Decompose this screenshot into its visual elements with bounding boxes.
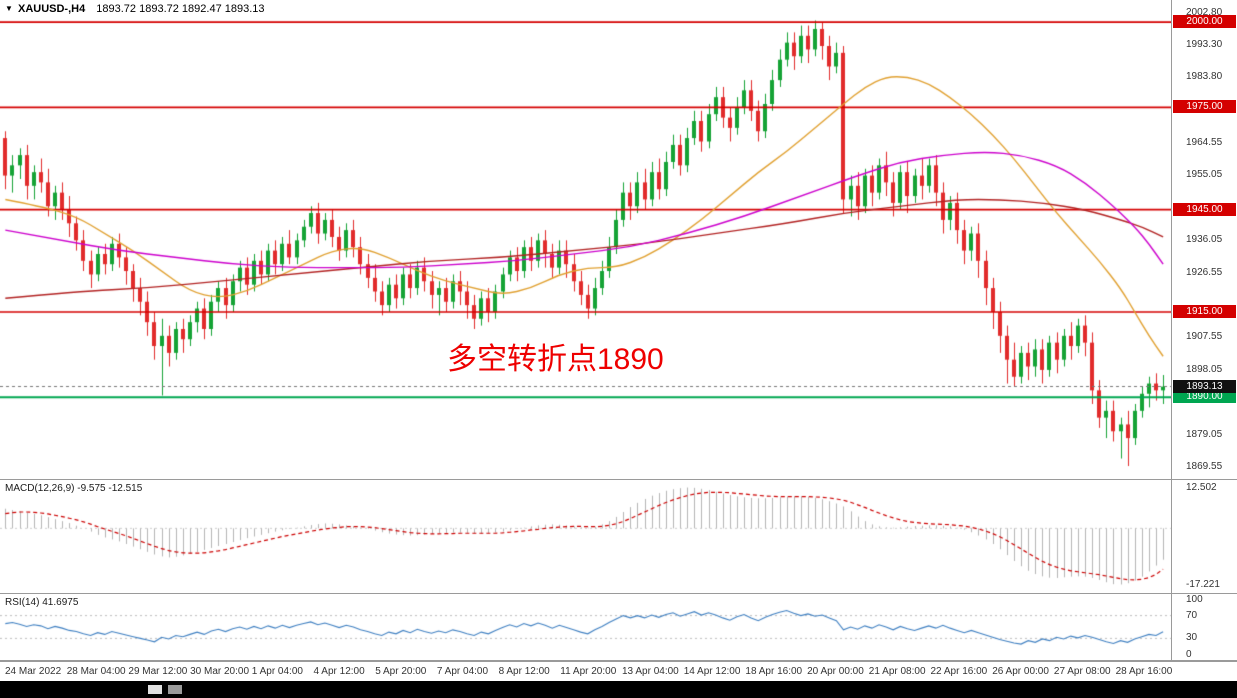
panel-divider[interactable] <box>0 593 1237 594</box>
time-axis-label: 28 Apr 16:00 <box>1115 666 1173 677</box>
price-level-badge: 1975.00 <box>1173 100 1236 114</box>
macd-axis[interactable]: 12.502 -17.221 <box>1172 480 1237 593</box>
axis-tick-label: 1926.55 <box>1186 266 1223 278</box>
axis-separator <box>1171 0 1172 681</box>
rsi-axis[interactable]: 100 70 30 0 <box>1172 594 1237 660</box>
panel-divider <box>0 660 1237 661</box>
axis-tick-label: 30 <box>1186 632 1198 644</box>
time-axis-label: 8 Apr 12:00 <box>498 666 550 677</box>
time-axis-label: 27 Apr 08:00 <box>1053 666 1111 677</box>
time-axis-label: 29 Mar 12:00 <box>128 666 188 677</box>
price-axis[interactable]: 2002.80 1993.30 1983.80 1964.55 1955.05 1936.… <box>1172 0 1237 479</box>
taskbar-item[interactable] <box>168 685 182 694</box>
axis-tick-label: 1869.55 <box>1186 460 1223 472</box>
main-chart-canvas[interactable] <box>0 0 1172 479</box>
time-axis-label: 11 Apr 20:00 <box>560 666 617 677</box>
time-axis-label: 18 Apr 16:00 <box>745 666 803 677</box>
taskbar <box>0 681 1237 698</box>
time-axis-label: 20 Apr 00:00 <box>807 666 864 677</box>
axis-tick-label: 100 <box>1186 594 1203 605</box>
chart-title: ▼ XAUUSD-,H4 1893.72 1893.72 1892.47 189… <box>5 3 265 15</box>
chart-text-annotation: 多空转折点1890 <box>447 343 664 376</box>
time-axis-label: 30 Mar 20:00 <box>190 666 250 677</box>
axis-tick-label: 1936.05 <box>1186 234 1223 246</box>
symbol-timeframe-label: XAUUSD-,H4 <box>17 3 86 15</box>
time-axis-label: 7 Apr 04:00 <box>436 666 489 677</box>
price-level-badge: 1890.00 <box>1173 390 1236 404</box>
time-axis-label: 4 Apr 12:00 <box>313 666 365 677</box>
ohlc-values: 1893.72 1893.72 1892.47 1893.13 <box>96 3 265 15</box>
collapse-arrow-icon[interactable]: ▼ <box>5 4 13 13</box>
axis-tick-label: -17.221 <box>1186 578 1220 590</box>
time-axis-label: 14 Apr 12:00 <box>683 666 741 677</box>
taskbar-item[interactable] <box>148 685 162 694</box>
axis-tick-label: 0 <box>1186 649 1192 661</box>
time-axis-label: 1 Apr 04:00 <box>251 666 303 677</box>
time-axis-label: 26 Apr 00:00 <box>992 666 1049 677</box>
price-level-badge: 2000.00 <box>1173 15 1236 29</box>
panel-divider[interactable] <box>0 479 1237 480</box>
time-axis-label: 24 Mar 2022 <box>5 666 62 677</box>
time-axis-label: 22 Apr 16:00 <box>930 666 988 677</box>
price-level-badge: 1915.00 <box>1173 304 1236 318</box>
time-axis-label: 28 Mar 04:00 <box>66 666 126 677</box>
rsi-indicator-canvas[interactable] <box>0 594 1172 660</box>
rsi-indicator-label: RSI(14) 41.6975 <box>5 597 79 608</box>
price-level-badge: 1945.00 <box>1173 202 1236 216</box>
axis-tick-label: 1964.55 <box>1186 137 1223 149</box>
axis-tick-label: 1907.55 <box>1186 331 1223 343</box>
axis-tick-label: 1983.80 <box>1186 71 1223 83</box>
macd-indicator-label: MACD(12,26,9) -9.575 -12.515 <box>5 483 143 494</box>
axis-tick-label: 2002.80 <box>1186 6 1223 18</box>
axis-tick-label: 70 <box>1186 609 1198 621</box>
price-level-badge: 1893.13 <box>1173 379 1236 393</box>
time-axis-label: 13 Apr 04:00 <box>622 666 679 677</box>
axis-tick-label: 1993.30 <box>1186 39 1223 50</box>
axis-tick-label: 1879.05 <box>1186 428 1223 440</box>
time-axis-label: 5 Apr 20:00 <box>375 666 427 677</box>
time-axis-label: 21 Apr 08:00 <box>868 666 926 677</box>
axis-tick-label: 12.502 <box>1186 481 1217 493</box>
macd-indicator-canvas[interactable] <box>0 480 1172 593</box>
time-axis[interactable]: 24 Mar 2022 28 Mar 04:00 29 Mar 12:00 30 Ma… <box>0 661 1237 682</box>
axis-tick-label: 1955.05 <box>1186 169 1223 181</box>
axis-tick-label: 1898.05 <box>1186 363 1223 375</box>
